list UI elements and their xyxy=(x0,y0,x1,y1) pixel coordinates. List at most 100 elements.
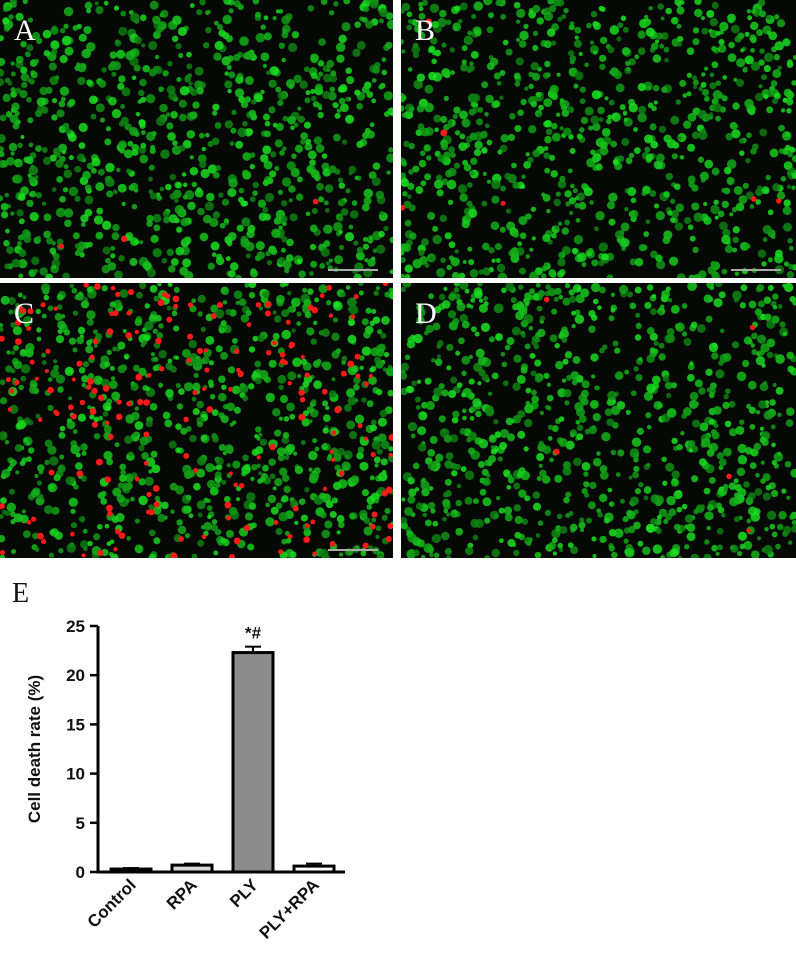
cell xyxy=(284,530,290,536)
cell xyxy=(530,101,537,108)
cell xyxy=(623,117,628,122)
cell xyxy=(248,346,256,353)
cell xyxy=(292,357,302,368)
dead-cell xyxy=(369,523,376,530)
cell xyxy=(310,95,317,102)
dead-cell xyxy=(368,374,373,379)
cell xyxy=(308,467,313,472)
dead-cell xyxy=(204,367,210,373)
cell xyxy=(459,110,468,120)
cell xyxy=(274,139,283,148)
cell xyxy=(784,460,792,468)
cell xyxy=(105,257,111,264)
cell xyxy=(152,15,161,25)
cell xyxy=(755,199,762,205)
cell xyxy=(149,285,158,293)
cell xyxy=(778,510,787,520)
cell xyxy=(643,134,653,144)
cell xyxy=(689,391,699,401)
cell xyxy=(608,99,615,106)
cell xyxy=(0,397,8,405)
cell xyxy=(278,467,288,476)
dead-cell xyxy=(362,542,369,549)
cell xyxy=(205,335,215,345)
dead-cell xyxy=(751,196,757,202)
cell xyxy=(595,163,603,171)
cell xyxy=(311,207,318,214)
cell xyxy=(56,304,63,310)
cell xyxy=(361,397,367,403)
cell xyxy=(26,441,31,446)
cell xyxy=(735,202,745,212)
cell xyxy=(554,225,560,230)
cell xyxy=(742,359,750,368)
dead-cell xyxy=(187,302,194,308)
cell xyxy=(750,36,757,44)
cell xyxy=(751,9,757,15)
dead-cell xyxy=(26,325,32,331)
cell xyxy=(770,80,778,87)
cell xyxy=(696,324,706,333)
dead-cell xyxy=(347,360,355,368)
cell xyxy=(26,44,34,52)
cell xyxy=(41,313,47,319)
dead-cell xyxy=(106,504,113,512)
cell xyxy=(59,195,66,203)
cell xyxy=(105,126,111,132)
cell xyxy=(35,145,42,153)
cell xyxy=(0,202,9,211)
cell xyxy=(86,310,96,320)
cell xyxy=(292,451,298,456)
cell xyxy=(488,12,495,19)
dead-cell xyxy=(45,348,51,354)
cell xyxy=(415,502,424,510)
cell xyxy=(552,551,558,556)
cell xyxy=(703,553,712,558)
cell xyxy=(595,211,605,221)
cell xyxy=(153,356,159,362)
cell xyxy=(236,73,242,78)
dead-cell xyxy=(36,532,44,540)
cell xyxy=(276,447,286,456)
cell xyxy=(274,166,280,171)
cell xyxy=(721,188,727,193)
cell xyxy=(34,175,39,180)
cell xyxy=(35,308,41,315)
cell xyxy=(443,95,449,101)
cell xyxy=(16,241,22,247)
cell xyxy=(51,97,58,104)
cell xyxy=(323,442,328,447)
cell xyxy=(486,26,494,34)
cell xyxy=(255,446,264,455)
cell xyxy=(703,66,709,71)
cell xyxy=(437,154,446,163)
cell xyxy=(558,547,564,553)
cell xyxy=(225,256,231,262)
cell xyxy=(719,221,728,231)
bar xyxy=(109,867,153,874)
cell xyxy=(188,81,193,86)
cell xyxy=(287,291,292,296)
cell xyxy=(423,543,434,553)
cell xyxy=(55,335,65,344)
cell xyxy=(661,456,667,463)
cell xyxy=(310,260,318,268)
cell xyxy=(523,446,529,452)
cell xyxy=(694,379,703,388)
cell xyxy=(491,372,499,380)
cell xyxy=(203,214,212,224)
cell xyxy=(768,31,778,41)
cell xyxy=(448,241,456,249)
cell xyxy=(129,127,139,136)
cell xyxy=(661,289,670,299)
cell xyxy=(213,52,222,61)
cell xyxy=(272,310,277,315)
cell xyxy=(104,523,110,529)
cell xyxy=(557,221,563,226)
cell xyxy=(345,388,356,398)
cell xyxy=(106,349,112,356)
cell xyxy=(719,21,729,32)
cell xyxy=(72,347,78,353)
cell xyxy=(750,343,756,348)
cell xyxy=(543,98,553,108)
